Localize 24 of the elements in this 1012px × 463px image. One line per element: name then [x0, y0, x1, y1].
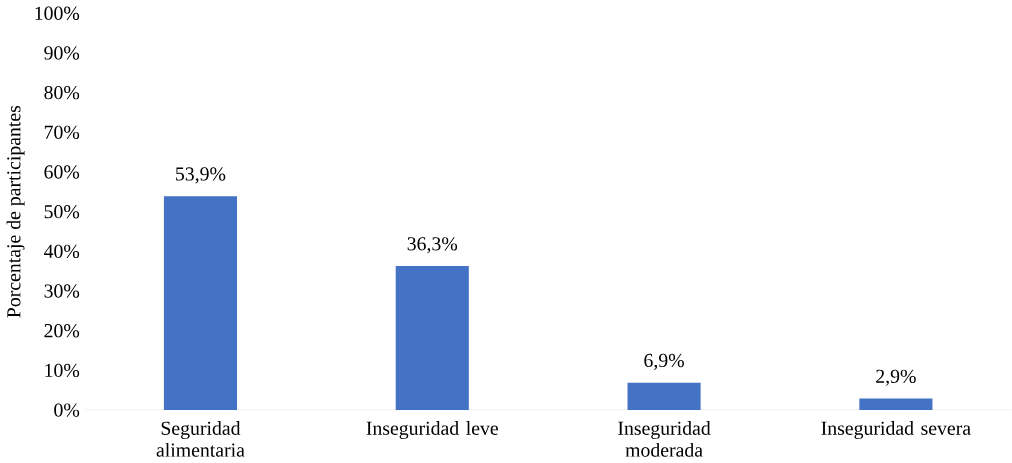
y-tick-label: 50%: [44, 204, 80, 219]
x-tick-label: Inseguridad leve: [366, 420, 498, 439]
y-tick-label: 60%: [44, 165, 80, 179]
y-tick-label: 20%: [44, 323, 80, 338]
y-tick-label: 80%: [44, 85, 80, 100]
y-tick-label: 30%: [44, 284, 80, 298]
data-label: 53,9%: [176, 167, 226, 184]
y-tick-label: 70%: [44, 125, 80, 139]
data-label: 2,9%: [876, 369, 916, 386]
bar: [395, 265, 469, 410]
bar: [627, 382, 701, 410]
x-tick-label: Seguridad alimentaria: [156, 420, 245, 457]
x-tick-label: Inseguridad moderada: [618, 420, 711, 457]
y-axis-title: Porcentaje de participantes: [6, 105, 25, 318]
y-tick-label: 90%: [44, 46, 80, 60]
data-label: 6,9%: [644, 353, 684, 370]
bar: [163, 196, 237, 410]
y-tick-label: 40%: [44, 244, 80, 258]
y-tick-label: 0%: [54, 403, 80, 417]
y-tick-label: 100%: [35, 6, 80, 20]
data-label: 36,3%: [407, 236, 458, 254]
bar: [859, 398, 933, 410]
y-tick-label: 10%: [45, 363, 80, 377]
x-tick-label: Inseguridad severa: [821, 420, 971, 439]
